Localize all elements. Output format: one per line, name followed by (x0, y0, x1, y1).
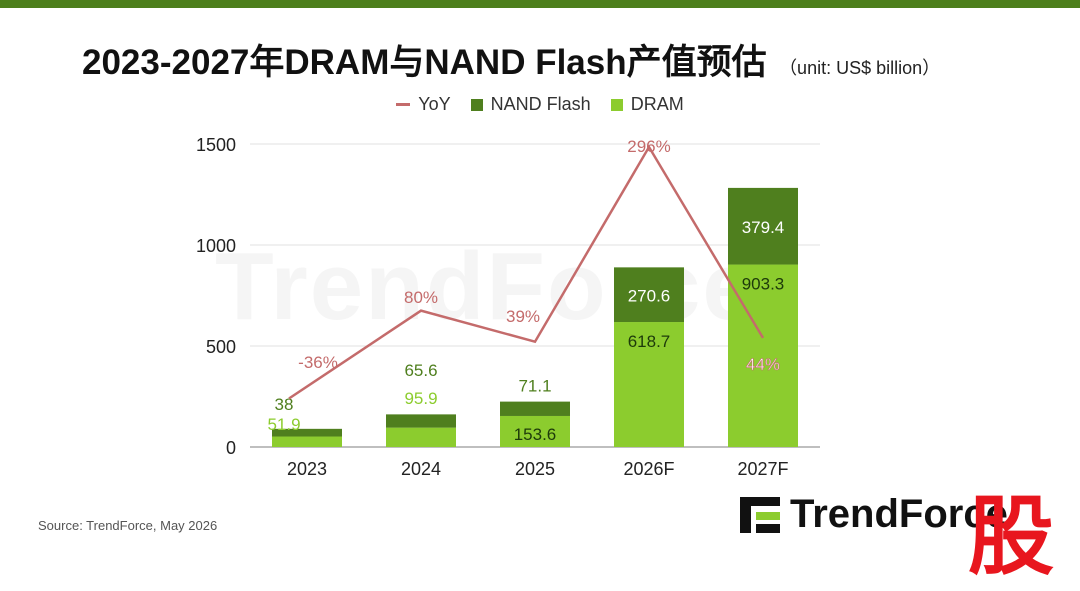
legend-label-yoy: YoY (418, 94, 451, 114)
chart-title: 2023-2027年DRAM与NAND Flash产值预估 (82, 43, 767, 82)
legend-item-yoy: YoY (396, 94, 451, 115)
bar-dram (272, 436, 342, 447)
y-tick-label: 0 (226, 438, 236, 458)
yoy-label: 80% (404, 288, 438, 307)
source-note: Source: TrendForce, May 2026 (38, 518, 218, 533)
x-tick-label: 2026F (623, 459, 674, 479)
bar-nand (386, 414, 456, 428)
data-label-dram: 95.9 (404, 389, 437, 408)
bar-nand (614, 267, 684, 323)
brand-name: TrendForce (790, 492, 1008, 536)
legend-item-nand: NAND Flash (470, 94, 591, 115)
bar-nand (728, 187, 798, 265)
yoy-label: 44% (746, 355, 780, 374)
y-tick-label: 1500 (196, 135, 236, 155)
chart-legend: YoY NAND Flash DRAM (0, 94, 1080, 115)
yoy-line (288, 144, 765, 400)
legend-swatch-dram (610, 98, 623, 111)
stock-stamp: 股 (968, 487, 1054, 587)
yoy-label: -36% (298, 353, 338, 372)
data-label-nand: 65.6 (404, 361, 437, 380)
unit-label: （unit: US$ billion） (779, 58, 941, 78)
brand-logo: TrendForce (738, 492, 1008, 537)
data-label-dram: 903.3 (742, 275, 785, 294)
bar-dram (728, 264, 798, 447)
x-tick-label: 2023 (287, 459, 327, 479)
legend-swatch-yoy (396, 103, 411, 106)
data-label-dram: 153.6 (514, 425, 557, 444)
bar-nand (272, 428, 342, 437)
yoy-label: 296% (627, 137, 670, 156)
trendforce-logo-icon (740, 496, 780, 533)
y-tick-label: 500 (206, 337, 236, 357)
data-label-dram: 51.9 (267, 415, 300, 434)
chart-title-row: 2023-2027年DRAM与NAND Flash产值预估 （unit: US$… (82, 34, 940, 85)
data-label-nand: 38 (275, 395, 294, 414)
legend-swatch-nand (470, 98, 483, 111)
bar-dram (386, 427, 456, 447)
bar-dram (500, 415, 570, 447)
data-label-dram: 618.7 (628, 332, 671, 351)
x-tick-label: 2024 (401, 459, 441, 479)
legend-label-nand: NAND Flash (490, 94, 591, 114)
data-label-nand: 379.4 (742, 218, 785, 237)
legend-item-dram: DRAM (610, 94, 684, 115)
top-accent-bar (0, 0, 1080, 8)
yoy-label: 39% (506, 307, 540, 326)
y-tick-label: 1000 (196, 236, 236, 256)
bar-dram (614, 322, 684, 447)
legend-label-dram: DRAM (630, 94, 684, 114)
data-label-nand: 71.1 (518, 377, 551, 396)
data-label-nand: 270.6 (628, 287, 671, 306)
x-tick-label: 2027F (737, 459, 788, 479)
bar-nand (500, 401, 570, 416)
x-tick-label: 2025 (515, 459, 555, 479)
